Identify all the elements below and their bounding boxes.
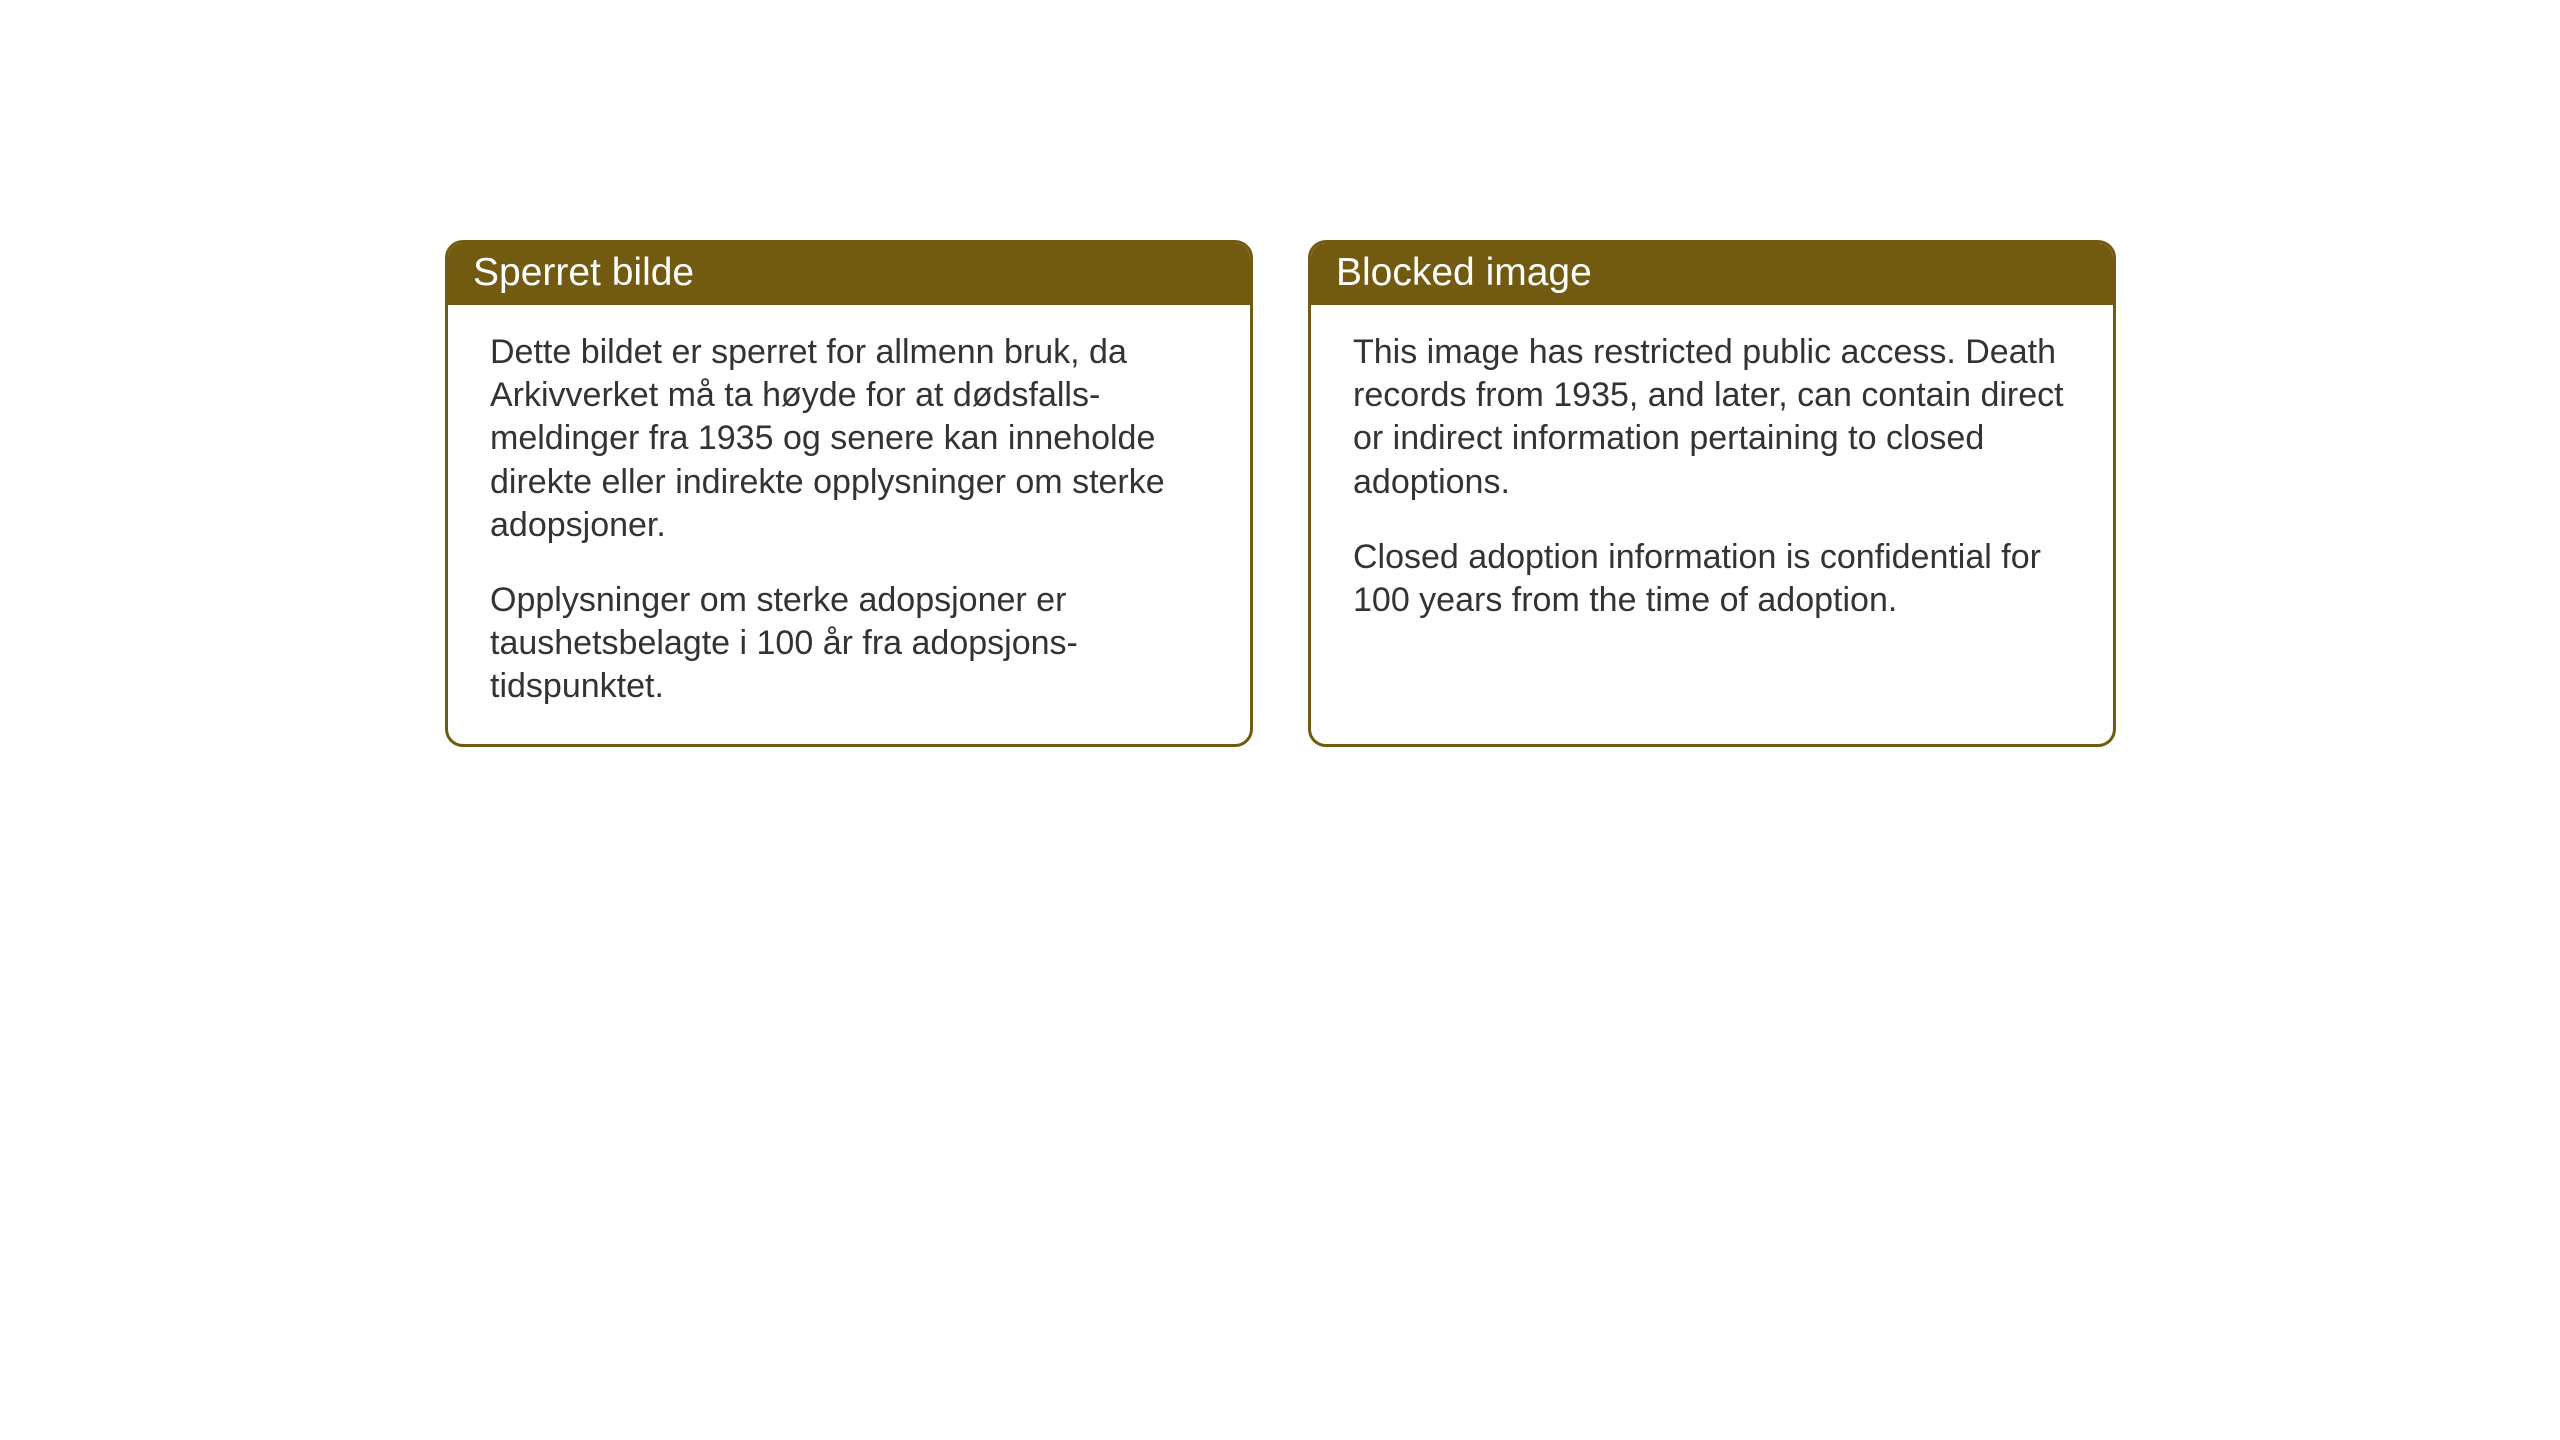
- norwegian-card-body: Dette bildet er sperret for allmenn bruk…: [448, 305, 1250, 744]
- cards-container: Sperret bilde Dette bildet er sperret fo…: [445, 240, 2116, 747]
- norwegian-paragraph-2: Opplysninger om sterke adopsjoner er tau…: [490, 579, 1208, 709]
- norwegian-card: Sperret bilde Dette bildet er sperret fo…: [445, 240, 1253, 747]
- english-card-title: Blocked image: [1311, 243, 2113, 305]
- norwegian-paragraph-1: Dette bildet er sperret for allmenn bruk…: [490, 331, 1208, 547]
- english-card-body: This image has restricted public access.…: [1311, 305, 2113, 658]
- english-card: Blocked image This image has restricted …: [1308, 240, 2116, 747]
- english-paragraph-1: This image has restricted public access.…: [1353, 331, 2071, 504]
- norwegian-card-title: Sperret bilde: [448, 243, 1250, 305]
- english-paragraph-2: Closed adoption information is confident…: [1353, 536, 2071, 622]
